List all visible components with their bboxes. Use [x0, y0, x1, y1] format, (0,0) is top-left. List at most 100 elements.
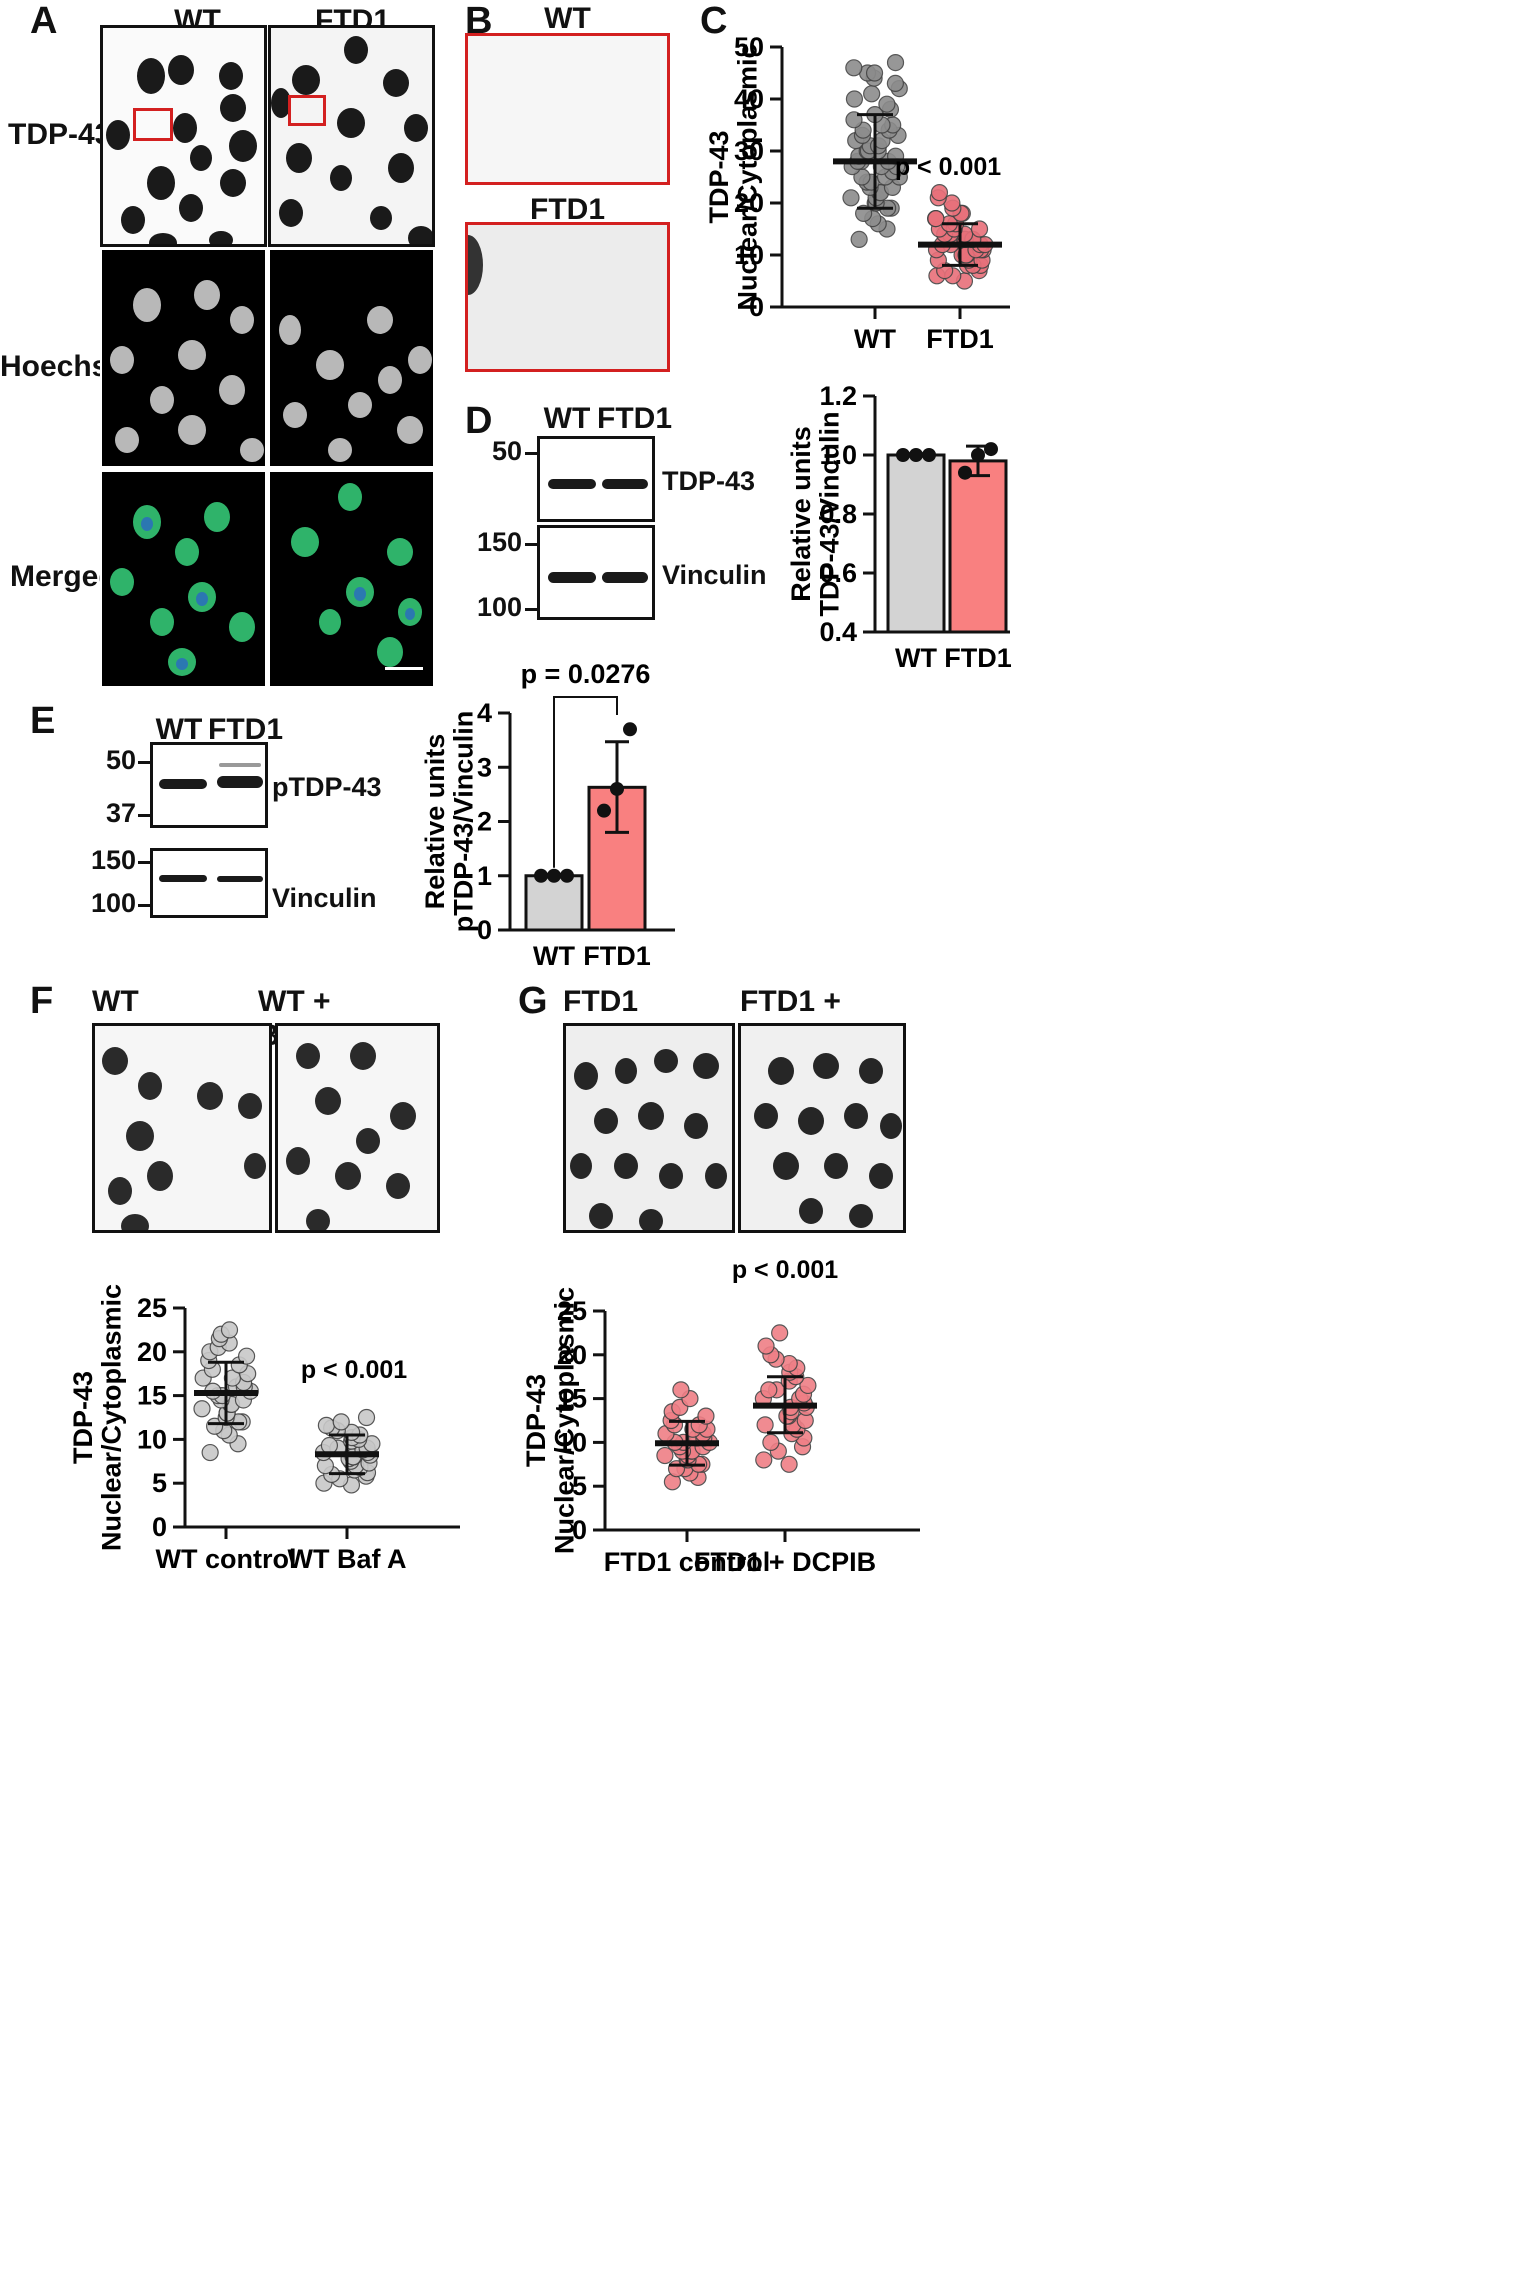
y-tick-label: 20: [557, 1340, 587, 1370]
x-tick-label: WT: [854, 324, 896, 354]
data-point: [756, 1416, 774, 1434]
nuclei-pattern: [110, 502, 255, 676]
nuclei-pattern: [570, 1049, 727, 1230]
band-faint: [219, 763, 261, 767]
panel-letter-d: D: [465, 400, 493, 442]
band: [548, 479, 596, 489]
scale-bar: [385, 667, 423, 670]
data-point: [610, 781, 624, 796]
y-axis-title-line2: TDP-43/Vinculin: [814, 411, 844, 616]
data-point: [958, 465, 972, 480]
inset-ftd1: [465, 222, 670, 372]
mw-tick: [138, 861, 152, 864]
data-point: [886, 74, 904, 93]
y-tick-label: 3: [477, 752, 492, 782]
panel-letter-e: E: [30, 700, 56, 742]
mw-marker-100: 100: [90, 888, 136, 918]
y-tick-label: 0: [749, 292, 764, 322]
p-value-annotation: p = 0.0276: [521, 659, 651, 689]
panel-a-row-tdp43: TDP-43: [8, 118, 112, 151]
chart-g-quant: 0510152025TDP-43Nuclear/CytoplasmicFTD1 …: [521, 1256, 920, 1577]
y-tick-label: 0.8: [819, 499, 857, 529]
band: [217, 876, 263, 882]
inset-box-ftd1: [288, 95, 326, 126]
data-point: [927, 210, 945, 228]
micrograph-ftd1-control: [563, 1023, 735, 1233]
y-tick-label: 4: [477, 698, 492, 728]
y-tick-label: 15: [137, 1381, 167, 1411]
x-tick-label: WT Baf A: [288, 1544, 407, 1574]
data-point: [878, 95, 896, 113]
y-tick-label: 10: [734, 240, 764, 270]
panel-d-lane-ftd1: FTD1: [597, 402, 672, 435]
blot-e-ptdp43: [150, 742, 268, 828]
y-axis-title-line1: Relative units: [420, 734, 450, 910]
data-point: [755, 1451, 773, 1469]
y-tick-label: 20: [137, 1337, 167, 1367]
bar: [524, 874, 584, 932]
y-tick-label: 0.4: [819, 617, 857, 647]
band: [602, 572, 648, 583]
nuclei-pattern: [286, 1042, 416, 1230]
data-point: [850, 230, 868, 248]
data-point: [771, 1324, 789, 1342]
data-point: [863, 85, 881, 103]
data-point: [237, 1347, 256, 1365]
mw-tick: [525, 543, 539, 546]
x-tick-label: FTD1: [944, 643, 1012, 673]
data-point: [193, 1400, 211, 1418]
y-tick-label: 50: [734, 32, 764, 62]
y-tick-label: 1.0: [819, 440, 857, 470]
nuclei-pattern: [279, 306, 432, 462]
data-point: [623, 722, 637, 737]
y-tick-label: 5: [152, 1468, 167, 1498]
y-tick-label: 2: [477, 807, 492, 837]
mw-tick: [525, 608, 539, 611]
panel-d-lane-wt: WT: [543, 402, 591, 435]
y-axis-title-line2: pTDP-43/Vinculin: [448, 711, 478, 933]
mw-marker-37: 37: [105, 798, 136, 828]
x-tick-label: FTD1: [583, 941, 651, 971]
mw-marker-150: 150: [476, 527, 522, 557]
micrograph-hoechst-wt: [100, 248, 267, 468]
y-axis-title-line1: TDP-43: [68, 1371, 98, 1464]
data-point: [656, 1446, 674, 1465]
mw-tick: [138, 761, 152, 764]
data-point: [762, 1433, 780, 1451]
data-point: [780, 1455, 798, 1473]
y-tick-label: 1.2: [819, 381, 857, 411]
band-label-vinculin: Vinculin: [662, 560, 767, 590]
data-point: [896, 448, 910, 462]
data-point: [865, 64, 884, 82]
band: [217, 776, 263, 788]
micrograph-tdp43-wt: [100, 25, 267, 247]
data-point: [842, 189, 860, 207]
bar: [948, 459, 1008, 634]
p-value-annotation: p < 0.001: [301, 1356, 407, 1384]
y-tick-label: 10: [557, 1427, 587, 1457]
data-point: [757, 1337, 775, 1355]
y-tick-label: 0: [477, 915, 492, 945]
micrograph-merged-wt: [100, 470, 267, 688]
y-tick-label: 0.6: [819, 558, 857, 588]
inset-nucleus-edge: [468, 235, 483, 295]
band: [602, 479, 648, 489]
x-tick-label: FTD1 + DCPIB: [694, 1547, 876, 1577]
band: [159, 875, 207, 882]
micrograph-ftd1-dcpib: [738, 1023, 906, 1233]
panel-b-title-wt: WT: [544, 2, 591, 35]
y-axis-title-line2: Nuclear/Cytoplasmic: [732, 43, 762, 310]
mw-marker-150: 150: [90, 845, 136, 875]
data-point: [799, 1376, 817, 1395]
panel-b-title-ftd1: FTD1: [530, 193, 605, 226]
data-point: [220, 1321, 239, 1339]
band: [548, 572, 596, 583]
y-tick-label: 0: [152, 1512, 167, 1542]
y-axis-title-line1: TDP-43: [704, 130, 734, 223]
data-point: [332, 1413, 350, 1431]
data-point: [317, 1416, 335, 1434]
data-point: [534, 868, 548, 883]
